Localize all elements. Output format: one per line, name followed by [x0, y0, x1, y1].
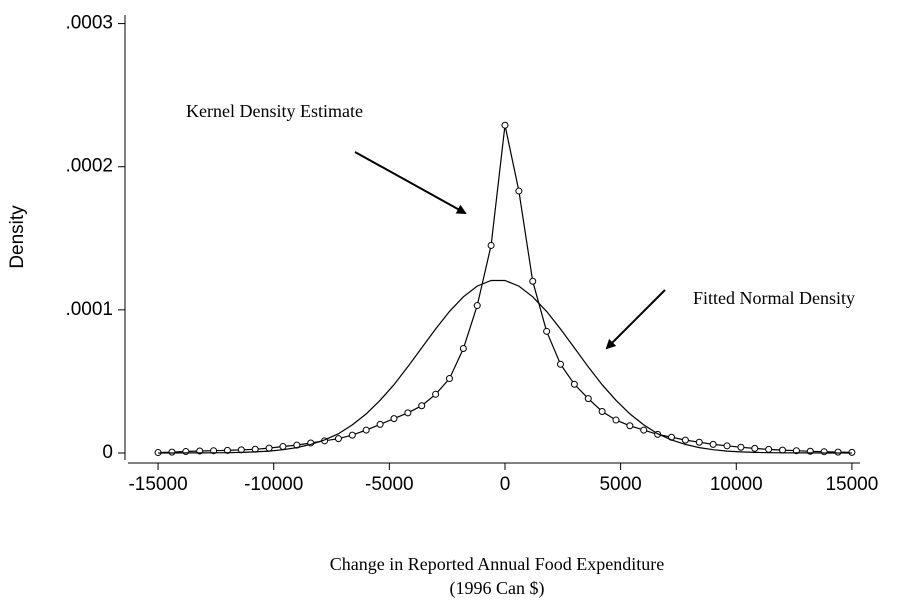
point — [556, 360, 564, 368]
point — [737, 443, 745, 451]
x-axis-subtitle: (1996 Can $) — [450, 578, 545, 599]
point — [334, 435, 342, 443]
point — [223, 446, 231, 454]
point — [168, 448, 176, 456]
point — [765, 445, 773, 453]
x-tick-label: 0 — [500, 474, 511, 495]
point — [681, 436, 689, 444]
y-tick-label: .0001 — [65, 299, 113, 320]
arrow — [605, 289, 666, 350]
point — [820, 448, 828, 456]
point — [570, 380, 578, 388]
point — [404, 409, 412, 417]
point — [265, 444, 273, 452]
point — [612, 416, 620, 424]
point — [543, 327, 551, 335]
point — [834, 448, 842, 456]
x-tick-label: 15000 — [825, 474, 878, 495]
line — [158, 279, 852, 454]
x-tick-label: -10000 — [244, 474, 303, 495]
point — [487, 241, 495, 249]
x-tick-label: 5000 — [599, 474, 641, 495]
arrow — [354, 151, 467, 214]
y-axis-title: Density — [7, 205, 28, 269]
point — [529, 277, 537, 285]
y-tick-label: .0003 — [65, 13, 113, 34]
point — [182, 448, 190, 456]
point — [695, 438, 703, 446]
point — [390, 415, 398, 423]
point — [432, 390, 440, 398]
point — [501, 121, 509, 129]
point — [792, 447, 800, 455]
point — [348, 431, 356, 439]
point — [626, 422, 634, 430]
y-tick-label: 0 — [102, 442, 113, 463]
point — [445, 375, 453, 383]
point — [723, 442, 731, 450]
point — [279, 443, 287, 451]
x-axis-title: Change in Reported Annual Food Expenditu… — [330, 554, 664, 574]
annotation: Fitted Normal Density — [693, 288, 855, 308]
x-tick-label: -5000 — [365, 474, 414, 495]
x-tick-label: 10000 — [710, 474, 763, 495]
point — [362, 426, 370, 434]
x-tick-label: -15000 — [128, 474, 187, 495]
point — [473, 302, 481, 310]
point — [751, 444, 759, 452]
point — [584, 395, 592, 403]
point — [640, 426, 648, 434]
point — [418, 402, 426, 410]
point — [459, 344, 467, 352]
y-tick-label: .0002 — [65, 156, 113, 177]
point — [709, 440, 717, 448]
point — [376, 420, 384, 428]
annotation: Kernel Density Estimate — [186, 101, 363, 121]
point — [515, 187, 523, 195]
point — [598, 407, 606, 415]
